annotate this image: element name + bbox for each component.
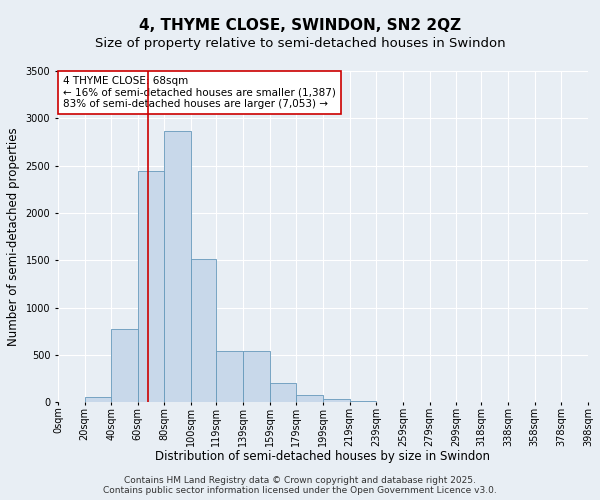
Text: Size of property relative to semi-detached houses in Swindon: Size of property relative to semi-detach…	[95, 38, 505, 51]
Bar	[191, 260, 217, 402]
Bar	[350, 401, 376, 402]
X-axis label: Distribution of semi-detached houses by size in Swindon: Distribution of semi-detached houses by …	[155, 450, 490, 463]
Text: 4 THYME CLOSE: 68sqm
← 16% of semi-detached houses are smaller (1,387)
83% of se: 4 THYME CLOSE: 68sqm ← 16% of semi-detac…	[63, 76, 336, 109]
Bar	[164, 130, 191, 402]
Text: 4, THYME CLOSE, SWINDON, SN2 2QZ: 4, THYME CLOSE, SWINDON, SN2 2QZ	[139, 18, 461, 32]
Bar	[217, 351, 243, 403]
Bar	[111, 330, 138, 402]
Bar	[296, 395, 323, 402]
Bar	[269, 383, 296, 402]
Y-axis label: Number of semi-detached properties: Number of semi-detached properties	[7, 128, 20, 346]
Bar	[323, 398, 350, 402]
Bar	[243, 351, 269, 403]
Bar	[138, 172, 164, 402]
Bar	[85, 396, 111, 402]
Text: Contains HM Land Registry data © Crown copyright and database right 2025.
Contai: Contains HM Land Registry data © Crown c…	[103, 476, 497, 495]
